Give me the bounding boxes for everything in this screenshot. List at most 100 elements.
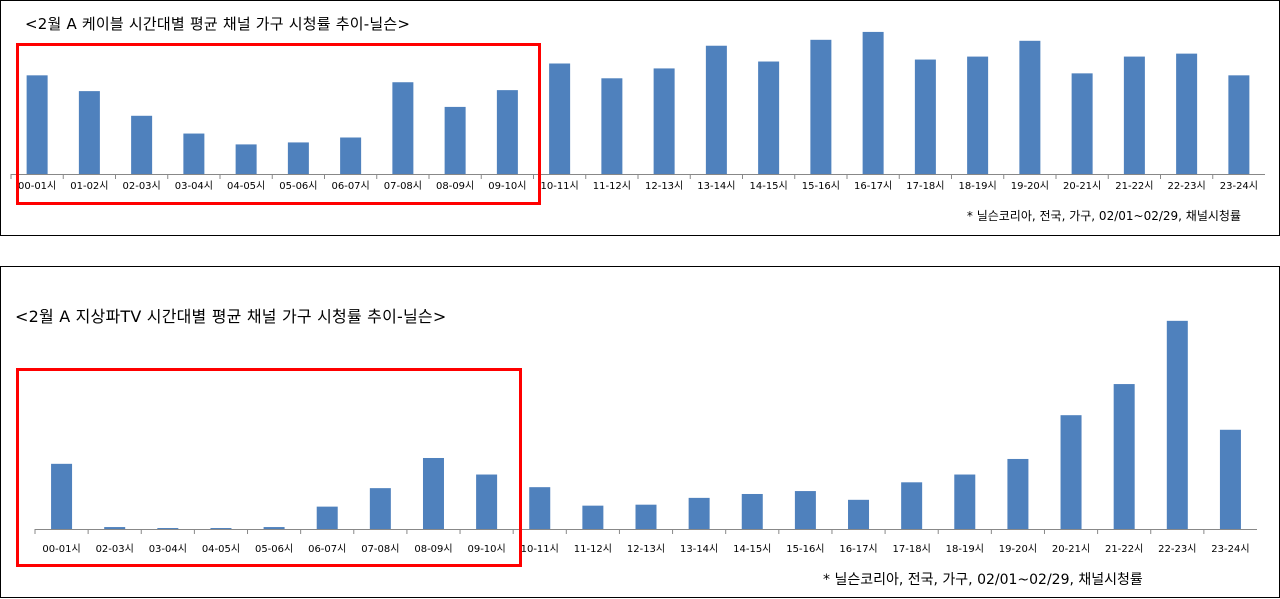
x-tick-label: 19-20시 [999,543,1037,555]
x-tick-label: 04-05시 [202,543,240,555]
x-tick-label: 09-10시 [467,543,505,555]
bar-19-20시 [1019,40,1041,174]
bar-22-23시 [1166,320,1188,529]
x-tick-label: 21-22시 [1105,543,1143,555]
x-tick-label: 02-03시 [96,543,134,555]
x-tick-label: 17-18시 [893,543,931,555]
x-tick-label: 00-01시 [42,543,80,555]
bar-23-24시 [1219,429,1241,529]
bar-00-01시 [26,75,48,174]
bar-17-18시 [914,59,936,175]
x-tick-label: 06-07시 [331,180,369,192]
bar-08-09시 [422,457,444,529]
x-tick-label: 13-14시 [697,180,735,192]
bar-22-23시 [1176,53,1198,175]
bar-16-17시 [862,31,884,175]
x-tick-label: 06-07시 [308,543,346,555]
bar-21-22시 [1123,56,1145,174]
bar-11-12시 [582,505,604,529]
bar-02-03시 [104,527,126,529]
bar-04-05시 [235,144,257,174]
x-tick-label: 10-11시 [540,180,578,192]
bar-14-15시 [758,61,780,174]
chart-title: <2월 A 케이블 시간대별 평균 채널 가구 시청률 추이-닐슨> [25,15,411,33]
x-tick-label: 20-21시 [1063,180,1101,192]
bar-15-16시 [794,491,816,529]
x-tick-label: 13-14시 [680,543,718,555]
bar-18-19시 [967,56,989,174]
x-tick-label: 05-06시 [279,180,317,192]
bar-20-21시 [1071,73,1093,174]
x-tick-label: 08-09시 [436,180,474,192]
bar-23-24시 [1228,75,1250,174]
cable-chart-panel: <2월 A 케이블 시간대별 평균 채널 가구 시청률 추이-닐슨> 00-01… [0,0,1280,236]
terrestrial-bar-chart: 00-01시 02-03시 03-04시 04-05시 05-06시 06-07시 07-0… [34,320,1257,555]
x-tick-label: 11-12시 [574,543,612,555]
x-tick-label: 00-01시 [18,180,56,192]
bar-09-10시 [496,90,518,174]
bar-03-04시 [157,528,179,529]
bar-14-15시 [741,493,763,529]
x-tick-label: 17-18시 [906,180,944,192]
bar-06-07시 [316,506,338,529]
bar-11-12시 [601,78,623,174]
x-tick-label: 08-09시 [414,543,452,555]
x-tick-label: 02-03시 [122,180,160,192]
bar-18-19시 [954,474,976,529]
x-tick-label: 20-21시 [1052,543,1090,555]
x-tick-label: 05-06시 [255,543,293,555]
highlight-box [16,43,541,205]
cable-bar-chart: 00-01시 01-02시 02-03시 03-04시 04-05시 05-06시 06-0… [10,31,1265,192]
bar-17-18시 [901,482,923,529]
x-tick-label: 15-16시 [786,543,824,555]
bar-16-17시 [848,499,870,529]
bar-19-20시 [1007,458,1029,529]
bar-13-14시 [688,497,710,529]
terrestrial-chart-panel: <2월 A 지상파TV 시간대별 평균 채널 가구 시청률 추이-닐슨> 00-… [0,266,1280,598]
x-tick-label: 01-02시 [70,180,108,192]
x-tick-label: 21-22시 [1115,180,1153,192]
x-tick-label: 07-08시 [384,180,422,192]
bar-02-03시 [131,115,153,174]
x-tick-label: 03-04시 [149,543,187,555]
x-tick-label: 12-13시 [645,180,683,192]
bar-12-13시 [635,504,657,529]
bar-06-07시 [340,137,362,174]
x-tick-label: 18-19시 [946,543,984,555]
x-tick-label: 10-11시 [521,543,559,555]
x-tick-label: 04-05시 [227,180,265,192]
bar-08-09시 [444,106,466,174]
bar-05-06시 [263,527,285,529]
bar-04-05시 [210,528,232,529]
bar-00-01시 [51,463,73,529]
bar-10-11시 [529,487,551,529]
bar-12-13시 [653,68,675,174]
x-tick-label: 14-15시 [733,543,771,555]
x-tick-label: 14-15시 [749,180,787,192]
x-tick-label: 23-24시 [1211,543,1249,555]
x-tick-label: 19-20시 [1011,180,1049,192]
bar-07-08시 [369,488,391,529]
bar-20-21시 [1060,415,1082,529]
x-tick-label: 03-04시 [175,180,213,192]
x-tick-label: 22-23시 [1167,180,1205,192]
chart-title: <2월 A 지상파TV 시간대별 평균 채널 가구 시청률 추이-닐슨> [15,307,447,326]
chart-source-note: * 닐슨코리아, 전국, 가구, 02/01~02/29, 채널시청률 [823,572,1143,588]
x-tick-label: 15-16시 [802,180,840,192]
x-tick-label: 07-08시 [361,543,399,555]
x-tick-label: 22-23시 [1158,543,1196,555]
x-tick-label: 16-17시 [839,543,877,555]
x-tick-label: 12-13시 [627,543,665,555]
bar-05-06시 [287,142,309,174]
bar-07-08시 [392,82,414,174]
bar-10-11시 [549,63,571,174]
bar-01-02시 [78,91,100,174]
x-tick-label: 09-10시 [488,180,526,192]
bar-15-16시 [810,39,832,175]
x-tick-label: 23-24시 [1220,180,1258,192]
bar-03-04시 [183,133,205,174]
bar-13-14시 [705,45,727,174]
x-tick-label: 11-12시 [593,180,631,192]
x-tick-label: 16-17시 [854,180,892,192]
x-tick-label: 18-19시 [958,180,996,192]
